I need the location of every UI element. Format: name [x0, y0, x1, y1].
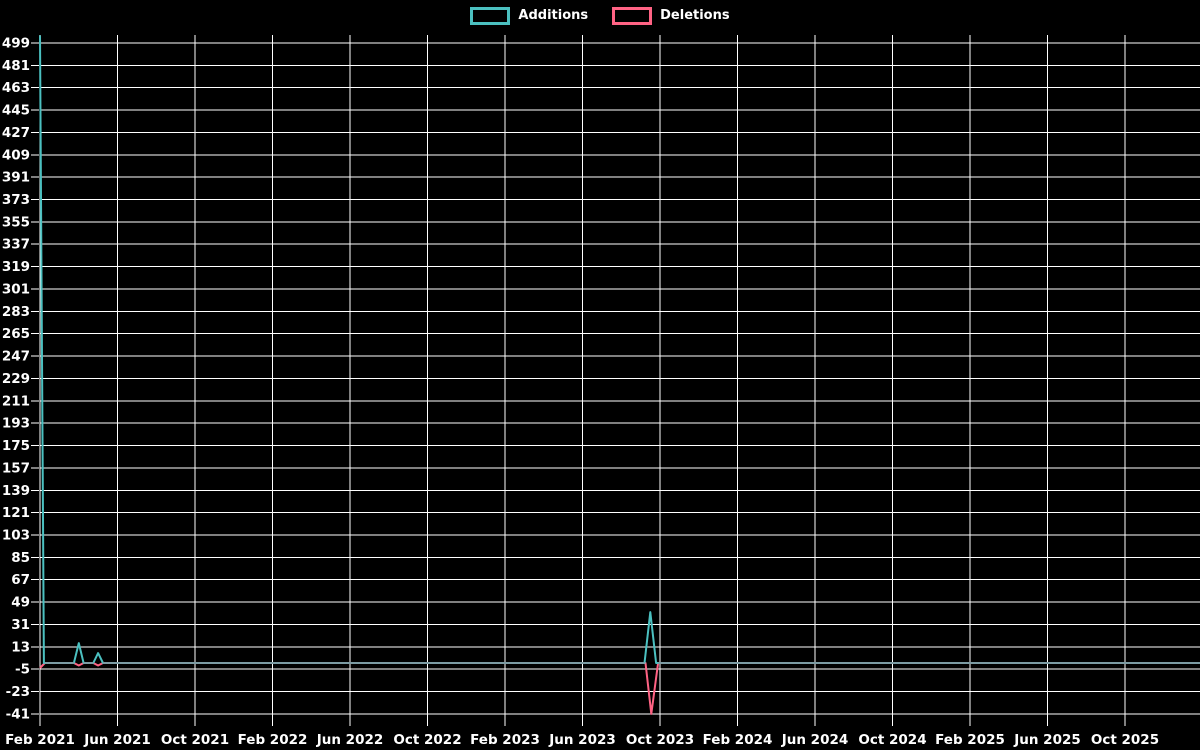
y-tick-label: 445: [2, 103, 30, 119]
y-tick-label: 229: [2, 371, 30, 387]
y-tick-label: 247: [2, 349, 30, 365]
x-tick-label: Oct 2021: [161, 732, 229, 748]
x-tick-label: Oct 2022: [393, 732, 461, 748]
y-tick-label: 139: [2, 483, 30, 499]
x-tick-label: Feb 2025: [935, 732, 1005, 748]
y-tick-label: 49: [11, 595, 30, 611]
x-tick-label: Feb 2021: [5, 732, 75, 748]
y-tick-label: 391: [2, 170, 30, 186]
legend-item-deletions[interactable]: Deletions: [612, 7, 730, 25]
x-tick-label: Jun 2025: [1013, 732, 1081, 748]
x-tick-label: Jun 2023: [548, 732, 616, 748]
legend-item-additions[interactable]: Additions: [470, 7, 588, 25]
y-tick-label: 301: [2, 281, 30, 297]
y-tick-label: 481: [2, 58, 30, 74]
x-tick-label: Oct 2024: [858, 732, 926, 748]
x-tick-label: Feb 2024: [703, 732, 773, 748]
y-tick-label: 373: [2, 192, 30, 208]
x-tick-label: Jun 2022: [316, 732, 384, 748]
x-tick-label: Feb 2023: [470, 732, 540, 748]
y-tick-label: 463: [2, 80, 30, 96]
y-tick-label: 319: [2, 259, 30, 275]
y-tick-label: 355: [2, 214, 30, 230]
y-tick-label: 427: [2, 125, 30, 141]
x-tick-label: Jun 2021: [83, 732, 151, 748]
deletions-swatch-icon: [612, 7, 653, 25]
chart-legend: Additions Deletions: [0, 7, 1200, 25]
x-tick-label: Oct 2025: [1091, 732, 1159, 748]
y-tick-label: -41: [6, 706, 30, 722]
y-tick-label: 31: [11, 617, 30, 633]
x-tick-label: Jun 2024: [781, 732, 849, 748]
y-tick-label: 121: [2, 505, 30, 521]
legend-label-additions: Additions: [518, 8, 589, 23]
y-tick-label: 337: [2, 237, 30, 253]
y-tick-label: 193: [2, 416, 30, 432]
x-tick-label: Feb 2022: [238, 732, 308, 748]
y-tick-label: 13: [11, 639, 30, 655]
y-tick-label: -23: [6, 684, 30, 700]
y-tick-label: -5: [15, 662, 30, 678]
y-tick-label: 211: [2, 393, 30, 409]
y-tick-label: 85: [11, 550, 30, 566]
additions-line: [39, 35, 1200, 664]
y-tick-label: 157: [2, 460, 30, 476]
x-tick-label: Oct 2023: [626, 732, 694, 748]
y-tick-label: 499: [2, 35, 30, 51]
deletions-line: [39, 662, 1200, 715]
y-tick-label: 283: [2, 304, 30, 320]
y-tick-label: 175: [2, 438, 30, 454]
y-tick-label: 265: [2, 326, 30, 342]
y-tick-label: 67: [11, 572, 30, 588]
y-tick-label: 103: [2, 528, 30, 544]
y-tick-label: 409: [2, 147, 30, 163]
additions-swatch-icon: [470, 7, 511, 25]
legend-label-deletions: Deletions: [660, 8, 730, 23]
